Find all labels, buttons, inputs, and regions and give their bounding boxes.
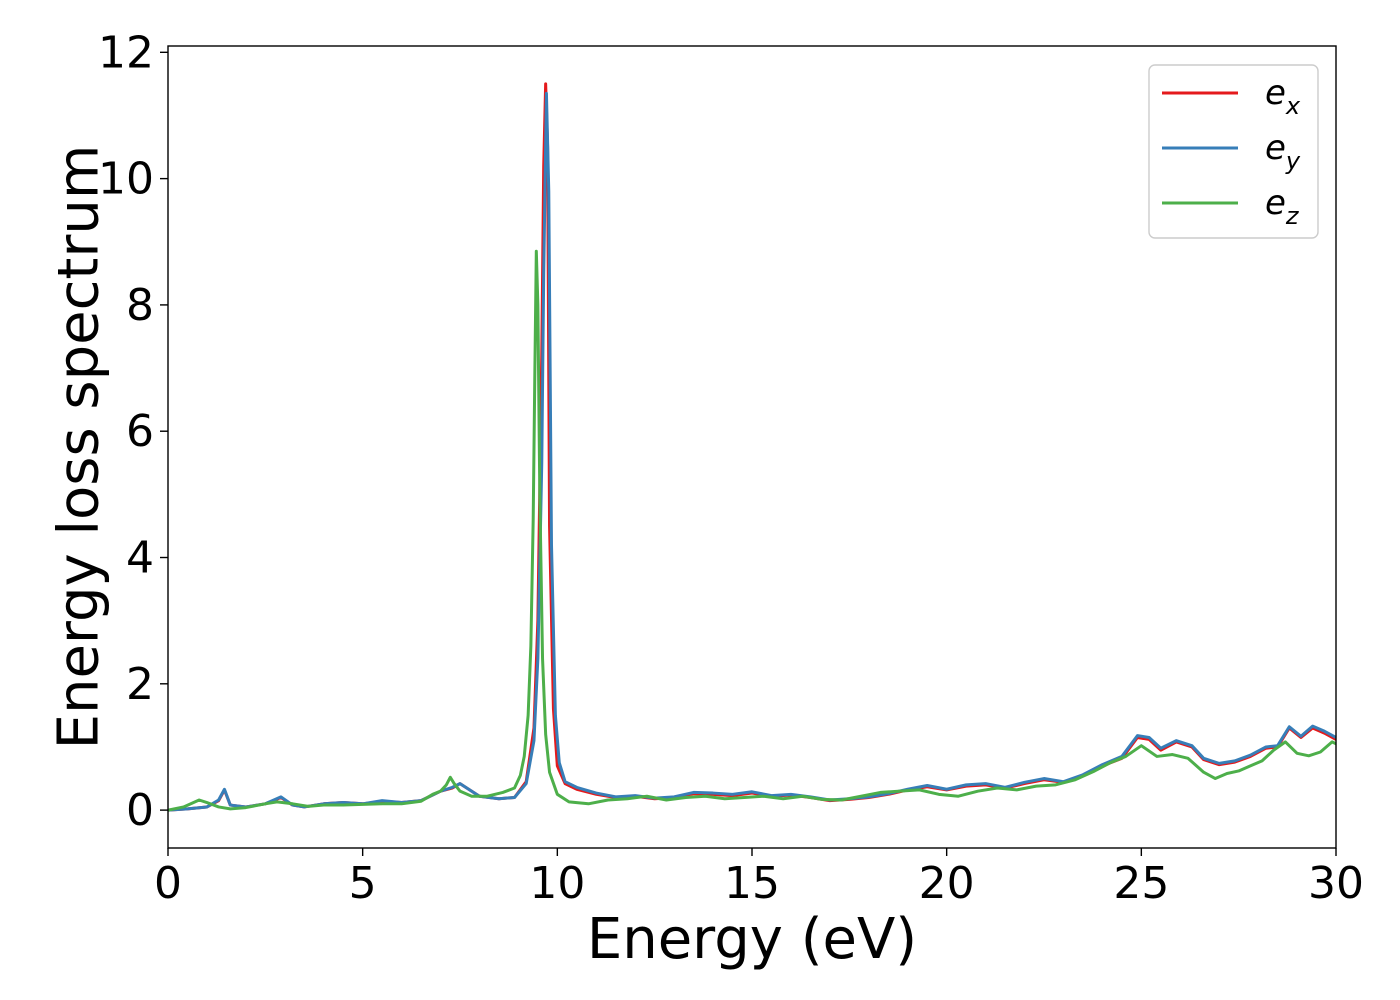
x-axis-label: Energy (eV): [587, 907, 917, 972]
y-axis-label: Energy loss spectrum: [47, 145, 112, 750]
x-tick-label: 30: [1308, 858, 1364, 909]
y-tick-label: 6: [126, 406, 154, 457]
legend-label-e-z: ez: [1265, 183, 1300, 230]
y-tick-label: 8: [126, 280, 154, 331]
x-tick-label: 0: [154, 858, 182, 909]
legend-label-e-y: ey: [1265, 128, 1301, 175]
y-tick-label: 2: [126, 659, 154, 710]
series-layer: [168, 82, 1336, 812]
legend-box: [1148, 64, 1319, 239]
x-tick-label: 15: [724, 858, 780, 909]
legend: ex ey ez: [1148, 64, 1319, 239]
y-axis: 0 2 4 6 8 10 12: [98, 27, 168, 836]
x-tick-label: 10: [529, 858, 585, 909]
y-tick-label: 4: [126, 533, 154, 584]
x-axis: 0 5 10 15 20 25 30: [154, 848, 1364, 909]
x-tick-label: 25: [1113, 858, 1169, 909]
x-tick-label: 5: [349, 858, 377, 909]
x-tick-label: 20: [919, 858, 975, 909]
legend-label-e-x: ex: [1265, 73, 1301, 120]
series-line-e-z: [168, 249, 1336, 812]
y-tick-label: 12: [98, 27, 154, 78]
y-tick-label: 10: [98, 154, 154, 205]
y-tick-label: 0: [126, 785, 154, 836]
